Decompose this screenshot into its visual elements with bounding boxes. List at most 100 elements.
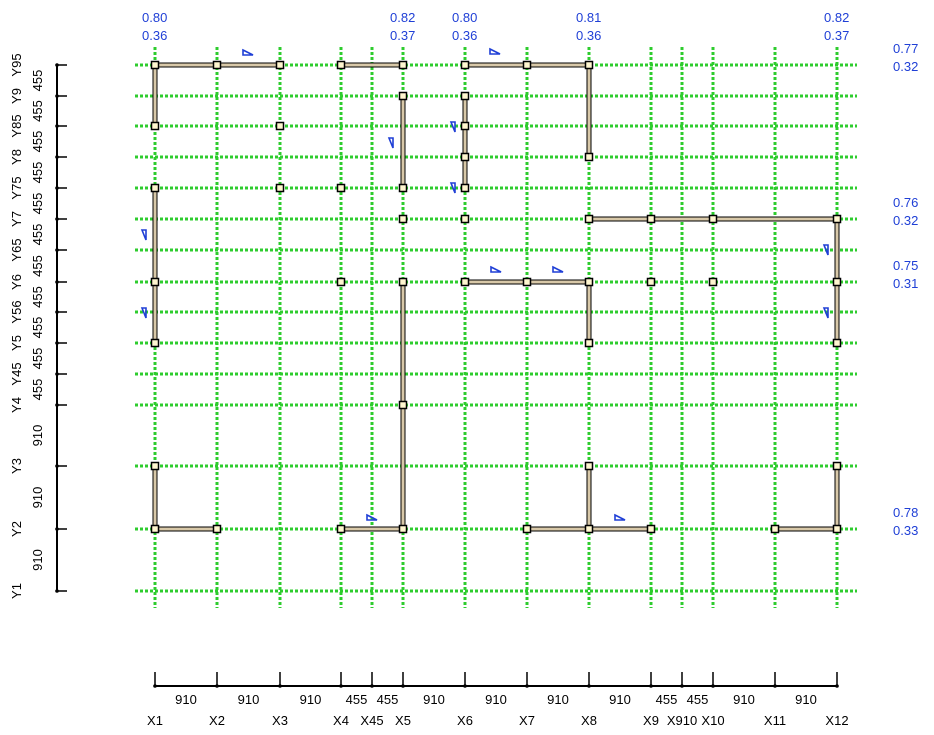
y-axis-label: Y8 — [9, 149, 24, 165]
wall-x1y2-x2y2 — [154, 526, 218, 532]
x-tick-dot — [587, 684, 591, 688]
node-x7-y6 — [522, 277, 532, 287]
node-x2-y95 — [212, 60, 222, 70]
y-span-label: 455 — [30, 224, 45, 246]
x-axis-label: X910 — [667, 713, 697, 728]
y-span-label: 910 — [30, 425, 45, 447]
y-tick-dot — [55, 155, 59, 159]
direction-marker-icon — [366, 513, 378, 521]
x-span-label: 910 — [609, 692, 631, 707]
y-tick-dot — [55, 310, 59, 314]
x-axis-label: X9 — [643, 713, 659, 728]
node-x5-y2 — [398, 524, 408, 534]
x-span-label: 910 — [795, 692, 817, 707]
x-span-label: 910 — [423, 692, 445, 707]
node-x10-y7 — [708, 214, 718, 224]
top-ratio-lower: 0.37 — [390, 28, 415, 43]
x-tick-dot — [835, 684, 839, 688]
node-x9-y6 — [646, 277, 656, 287]
node-x6-y75 — [460, 183, 470, 193]
x-span-label: 910 — [175, 692, 197, 707]
node-x12-y6 — [832, 277, 842, 287]
wall-x1y3-x1y2 — [152, 465, 158, 530]
y-tick-dot — [55, 527, 59, 531]
x-axis-label: X5 — [395, 713, 411, 728]
y-span-label: 455 — [30, 317, 45, 339]
x-span-label: 910 — [485, 692, 507, 707]
node-x5-y6 — [398, 277, 408, 287]
wall-x8y6-x8y5 — [586, 281, 592, 344]
y-tick-dot — [55, 186, 59, 190]
node-x12-y3 — [832, 461, 842, 471]
x-axis-label: X11 — [764, 713, 786, 728]
node-x7-y95 — [522, 60, 532, 70]
direction-marker-icon — [490, 265, 502, 273]
top-ratio-lower: 0.36 — [142, 28, 167, 43]
y-tick-dot — [55, 341, 59, 345]
walls — [152, 62, 840, 532]
node-x6-y85 — [460, 121, 470, 131]
node-x1-y2 — [150, 524, 160, 534]
node-x5-y75 — [398, 183, 408, 193]
x-tick-dot — [525, 684, 529, 688]
y-axis-label: Y85 — [9, 114, 24, 137]
node-x6-y95 — [460, 60, 470, 70]
node-x5-y9 — [398, 91, 408, 101]
ratio-labels: 0.80 0.36 0.82 0.37 0.80 0.36 0.81 0.36 0.82 0.37… — [142, 10, 918, 538]
direction-marker-icon — [552, 265, 564, 273]
direction-markers — [140, 47, 829, 521]
wall-x1y95-x1y85 — [152, 64, 158, 127]
node-x8-y6 — [584, 277, 594, 287]
y-axis: Y1 Y2 Y3 Y4 Y45 Y5 Y56 Y6 Y65 Y7 Y75 Y8 Y85 Y9 Y95 910 9… — [9, 53, 67, 599]
wall-x1y75-x1y5 — [152, 187, 158, 344]
wall-x4y95-x5y95 — [340, 62, 404, 68]
node-x1-y95 — [150, 60, 160, 70]
node-x8-y7 — [584, 214, 594, 224]
right-ratio-lower: 0.33 — [893, 523, 918, 538]
y-span-label: 910 — [30, 549, 45, 571]
x-axis-label: X6 — [457, 713, 473, 728]
x-axis-label: X1 — [147, 713, 163, 728]
y-axis-label: Y95 — [9, 53, 24, 76]
x-axis-label: X2 — [209, 713, 225, 728]
node-x8-y3 — [584, 461, 594, 471]
top-ratio-lower: 0.37 — [824, 28, 849, 43]
x-tick-dot — [370, 684, 374, 688]
x-axis-label: X3 — [272, 713, 288, 728]
right-ratio-lower: 0.32 — [893, 59, 918, 74]
y-axis-label: Y9 — [9, 88, 24, 104]
wall-x11y2-x12y2 — [774, 526, 838, 532]
top-ratio-lower: 0.36 — [576, 28, 601, 43]
y-tick-dot — [55, 217, 59, 221]
wall-x12y3-x12y2 — [834, 465, 840, 530]
y-tick-dot — [55, 403, 59, 407]
node-x5-y95 — [398, 60, 408, 70]
y-tick-dot — [55, 94, 59, 98]
x-span-label: 455 — [346, 692, 368, 707]
y-span-label: 455 — [30, 100, 45, 122]
node-x4-y75 — [336, 183, 346, 193]
node-x8-y2 — [584, 524, 594, 534]
node-x3-y75 — [275, 183, 285, 193]
wall-x4y2-x5y2 — [340, 526, 404, 532]
y-span-label: 455 — [30, 70, 45, 92]
y-axis-label: Y75 — [9, 176, 24, 199]
node-x1-y5 — [150, 338, 160, 348]
y-axis-label: Y2 — [9, 521, 24, 537]
x-tick-dot — [463, 684, 467, 688]
x-tick-dot — [278, 684, 282, 688]
y-axis-label: Y45 — [9, 362, 24, 385]
y-axis-label: Y5 — [9, 335, 24, 351]
y-axis-label: Y6 — [9, 274, 24, 290]
direction-marker-icon — [387, 137, 394, 149]
node-x9-y2 — [646, 524, 656, 534]
direction-marker-icon — [822, 244, 829, 256]
x-span-label: 910 — [300, 692, 322, 707]
y-span-label: 455 — [30, 162, 45, 184]
node-x5-y7 — [398, 214, 408, 224]
top-ratio-upper: 0.80 — [452, 10, 477, 25]
x-axis-label: X45 — [360, 713, 383, 728]
x-tick-dot — [649, 684, 653, 688]
node-x12-y7 — [832, 214, 842, 224]
node-x6-y8 — [460, 152, 470, 162]
